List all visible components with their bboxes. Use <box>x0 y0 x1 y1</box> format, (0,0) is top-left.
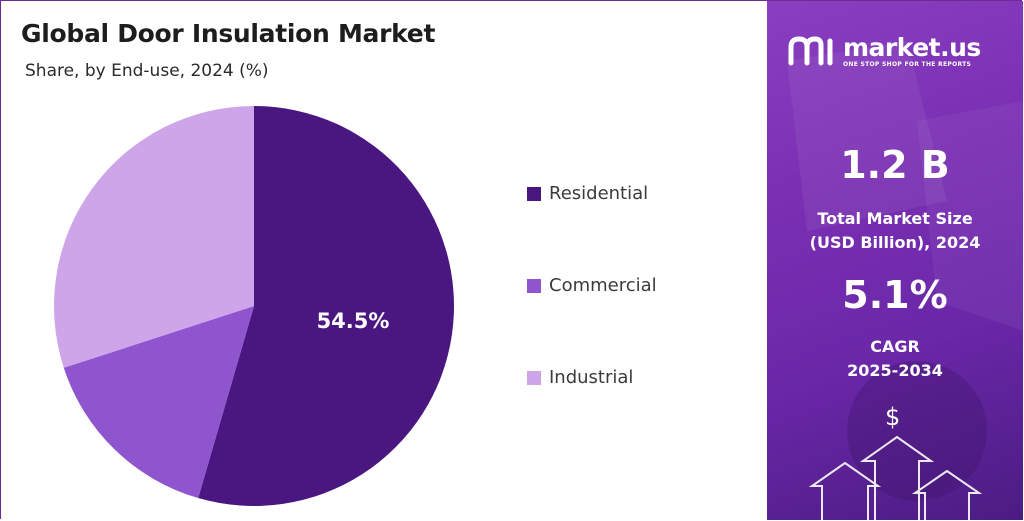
cagr-period: 2025-2034 <box>847 361 943 380</box>
pie-chart: 54.5% <box>53 106 454 506</box>
legend-swatch <box>527 278 541 293</box>
market-us-logo-icon <box>788 36 833 66</box>
market-size-value: 1.2 B <box>840 143 950 187</box>
pie-slice-residential <box>198 106 454 506</box>
legend-swatch <box>527 370 541 385</box>
pie-slice-industrial <box>53 106 254 368</box>
cagr-label-line1: CAGR <box>870 337 920 356</box>
legend-label: Industrial <box>549 367 634 388</box>
stats-panel: market.us ONE STOP SHOP FOR THE REPORTS … <box>767 1 1023 520</box>
brand-logo: market.us ONE STOP SHOP FOR THE REPORTS <box>787 33 981 69</box>
dollar-icon: $ <box>885 403 901 431</box>
cagr-value: 5.1% <box>842 273 948 317</box>
market-size-label-line1: Total Market Size <box>817 209 973 228</box>
chart-title: Global Door Insulation Market <box>21 19 436 48</box>
legend-label: Commercial <box>549 275 657 296</box>
background-decor <box>787 41 1023 520</box>
brand-name: market.us <box>843 32 981 62</box>
pie-slice-commercial <box>63 306 254 499</box>
data-label-residential: 54.5% <box>317 309 390 333</box>
chart-subtitle: Share, by End-use, 2024 (%) <box>25 61 269 81</box>
legend-label: Residential <box>549 183 649 204</box>
legend-item-residential: Residential <box>527 183 648 204</box>
legend-item-industrial: Industrial <box>527 367 633 388</box>
market-size-label-line2: (USD Billion), 2024 <box>809 233 981 252</box>
market-size-label: Total Market Size (USD Billion), 2024 <box>767 207 1023 255</box>
up-arrow-icon <box>808 435 983 520</box>
legend-item-commercial: Commercial <box>527 275 657 296</box>
legend-swatch <box>527 186 541 201</box>
cagr-label: CAGR 2025-2034 <box>767 335 1023 383</box>
brand-tagline: ONE STOP SHOP FOR THE REPORTS <box>843 60 972 68</box>
chart-panel: Global Door Insulation Market Share, by … <box>1 1 767 520</box>
